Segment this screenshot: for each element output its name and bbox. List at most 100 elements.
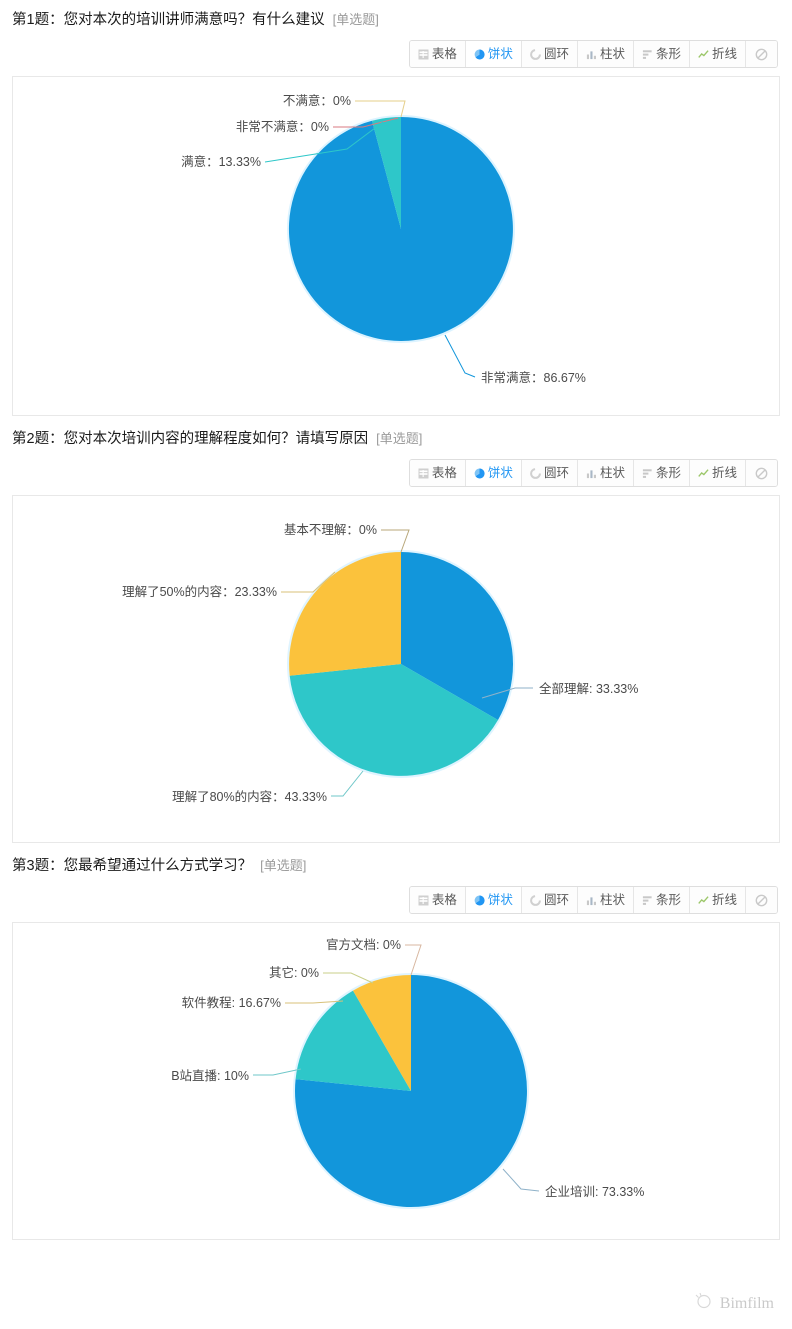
pie-slice-1-1[interactable]: [372, 116, 401, 229]
footer-brand: Bimfilm: [695, 1292, 774, 1315]
pie-label-3-1: B站直播: 10%: [171, 1069, 249, 1083]
leader-line-2-1: [331, 770, 364, 797]
question-number-3: 第3题：: [12, 858, 64, 874]
pie-slice-2-0[interactable]: [401, 552, 514, 720]
chart-type-column-1[interactable]: 柱状: [577, 41, 634, 67]
chart-type-pie-2[interactable]: 饼状: [465, 460, 522, 486]
chart-type-line-2[interactable]: 折线: [689, 460, 746, 486]
pie-label-3-3: 其它: 0%: [269, 965, 319, 980]
chart-type-donut-1[interactable]: 圆环: [521, 41, 578, 67]
pie-slice-3-2[interactable]: [353, 975, 411, 1091]
chart-type-donut-2[interactable]: 圆环: [521, 460, 578, 486]
pie-label-3-4: 官方文档: 0%: [326, 937, 401, 952]
chart-type-table-label-2: 表格: [431, 466, 457, 480]
leader-line-3-4: [405, 944, 422, 976]
pie-icon: [474, 49, 485, 60]
chart-type-none-2[interactable]: [746, 460, 777, 486]
pie-slice-3-0[interactable]: [294, 975, 527, 1207]
pie-slice-2-1[interactable]: [289, 664, 498, 776]
pie-chart-3: 官方文档: 0% 其它: 0% 软件教程: 16.67% B站直播: 10% 企…: [171, 937, 644, 1209]
question-type-1: [单选题]: [332, 12, 379, 27]
chart-type-button-group-3: 表格 饼状 圆环 柱状: [408, 886, 778, 914]
donut-icon: [530, 467, 541, 479]
question-text-3: 您最希望通过什么方式学习？: [63, 858, 253, 874]
leader-line-3-0: [502, 1168, 540, 1192]
question-type-3: [单选题]: [260, 858, 307, 873]
chart-type-bar-label-2: 条形: [655, 466, 681, 480]
leader-line-1-1: [264, 121, 384, 163]
pie-slice-3-1[interactable]: [295, 990, 411, 1091]
chart-type-table-label-3: 表格: [431, 893, 457, 907]
chart-type-pie-1[interactable]: 饼状: [465, 41, 522, 67]
chart-type-donut-label-3: 圆环: [543, 893, 569, 907]
chart-type-none-1[interactable]: [746, 41, 777, 67]
chart-type-column-label-2: 柱状: [599, 466, 625, 480]
chart-toolbar-2: 表格 饼状 圆环 柱状: [0, 459, 792, 487]
question-text-2: 您对本次培训内容的理解程度如何？请填写原因: [63, 431, 369, 447]
leader-line-1-2: [333, 117, 399, 128]
no-chart-icon: [755, 894, 768, 907]
chart-panel-1: 不满意：0% 非常不满意：0% 满意：13.33% 非常满意：86.67%: [12, 76, 780, 416]
chart-type-pie-label-3: 饼状: [487, 893, 513, 907]
pie-icon: [474, 468, 485, 479]
chart-type-bar-3[interactable]: 条形: [633, 887, 690, 913]
no-chart-icon: [755, 467, 768, 480]
chart-type-column-3[interactable]: 柱状: [577, 887, 634, 913]
pie-icon: [474, 895, 485, 906]
chart-type-bar-1[interactable]: 条形: [633, 41, 690, 67]
question-text-1: 您对本次的培训讲师满意吗？有什么建议: [63, 12, 325, 28]
leader-line-1-3: [355, 100, 406, 118]
bimfilm-logo-icon: [695, 1292, 713, 1315]
pie-label-1-3: 不满意：0%: [283, 93, 351, 108]
leader-line-3-2: [285, 1000, 344, 1004]
chart-type-donut-3[interactable]: 圆环: [521, 887, 578, 913]
line-icon: [698, 468, 709, 479]
chart-type-column-label-1: 柱状: [599, 47, 625, 61]
chart-type-table-2[interactable]: 表格: [409, 460, 466, 486]
chart-type-table-label-1: 表格: [431, 47, 457, 61]
leader-line-3-3: [323, 972, 374, 984]
table-icon: [418, 468, 429, 479]
chart-type-table-3[interactable]: 表格: [409, 887, 466, 913]
question-block-2: 第2题：您对本次培训内容的理解程度如何？请填写原因 [单选题] 表格 饼状: [0, 416, 792, 843]
pie-slice-1-0[interactable]: [288, 117, 513, 341]
chart-type-column-2[interactable]: 柱状: [577, 460, 634, 486]
chart-type-button-group-2: 表格 饼状 圆环 柱状: [408, 459, 778, 487]
pie-label-1-0: 非常满意：86.67%: [481, 370, 586, 385]
chart-type-bar-2[interactable]: 条形: [633, 460, 690, 486]
chart-type-line-1[interactable]: 折线: [689, 41, 746, 67]
chart-toolbar-1: 表格 饼状 圆环 柱状: [0, 40, 792, 68]
line-icon: [698, 49, 709, 60]
question-block-3: 第3题：您最希望通过什么方式学习？ [单选题] 表格 饼状: [0, 843, 792, 1240]
bar-icon: [642, 49, 653, 60]
pie-chart-1: 不满意：0% 非常不满意：0% 满意：13.33% 非常满意：86.67%: [181, 93, 586, 385]
leader-line-1-0: [444, 334, 476, 378]
chart-panel-2: 基本不理解：0% 理解了50%的内容：23.33% 全部理解: 33.33% 理…: [12, 495, 780, 843]
question-number-1: 第1题：: [12, 12, 64, 28]
line-icon: [698, 895, 709, 906]
question-title-2: 第2题：您对本次培训内容的理解程度如何？请填写原因 [单选题]: [0, 429, 792, 449]
pie-slice-2-2[interactable]: [289, 552, 401, 676]
chart-toolbar-3: 表格 饼状 圆环 柱状: [0, 886, 792, 914]
pie-chart-2: 基本不理解：0% 理解了50%的内容：23.33% 全部理解: 33.33% 理…: [122, 523, 638, 804]
column-icon: [586, 468, 597, 479]
chart-type-pie-label-1: 饼状: [487, 47, 513, 61]
chart-type-line-label-1: 折线: [711, 47, 737, 61]
chart-type-line-label-2: 折线: [711, 466, 737, 480]
column-icon: [586, 49, 597, 60]
chart-type-table-1[interactable]: 表格: [409, 41, 466, 67]
chart-type-pie-3[interactable]: 饼状: [465, 887, 522, 913]
question-title-1: 第1题：您对本次的培训讲师满意吗？有什么建议 [单选题]: [0, 10, 792, 30]
pie-label-1-1: 满意：13.33%: [181, 154, 261, 169]
pie-label-2-0: 全部理解: 33.33%: [539, 681, 638, 696]
chart-type-bar-label-1: 条形: [655, 47, 681, 61]
chart-type-line-label-3: 折线: [711, 893, 737, 907]
pie-label-2-2: 理解了50%的内容：23.33%: [122, 584, 277, 599]
column-icon: [586, 895, 597, 906]
chart-type-button-group-1: 表格 饼状 圆环 柱状: [408, 40, 778, 68]
chart-type-line-3[interactable]: 折线: [689, 887, 746, 913]
chart-type-none-3[interactable]: [746, 887, 777, 913]
question-block-1: 第1题：您对本次的培训讲师满意吗？有什么建议 [单选题] 表格 饼状: [0, 0, 792, 416]
pie-label-2-1: 理解了80%的内容：43.33%: [172, 789, 327, 804]
